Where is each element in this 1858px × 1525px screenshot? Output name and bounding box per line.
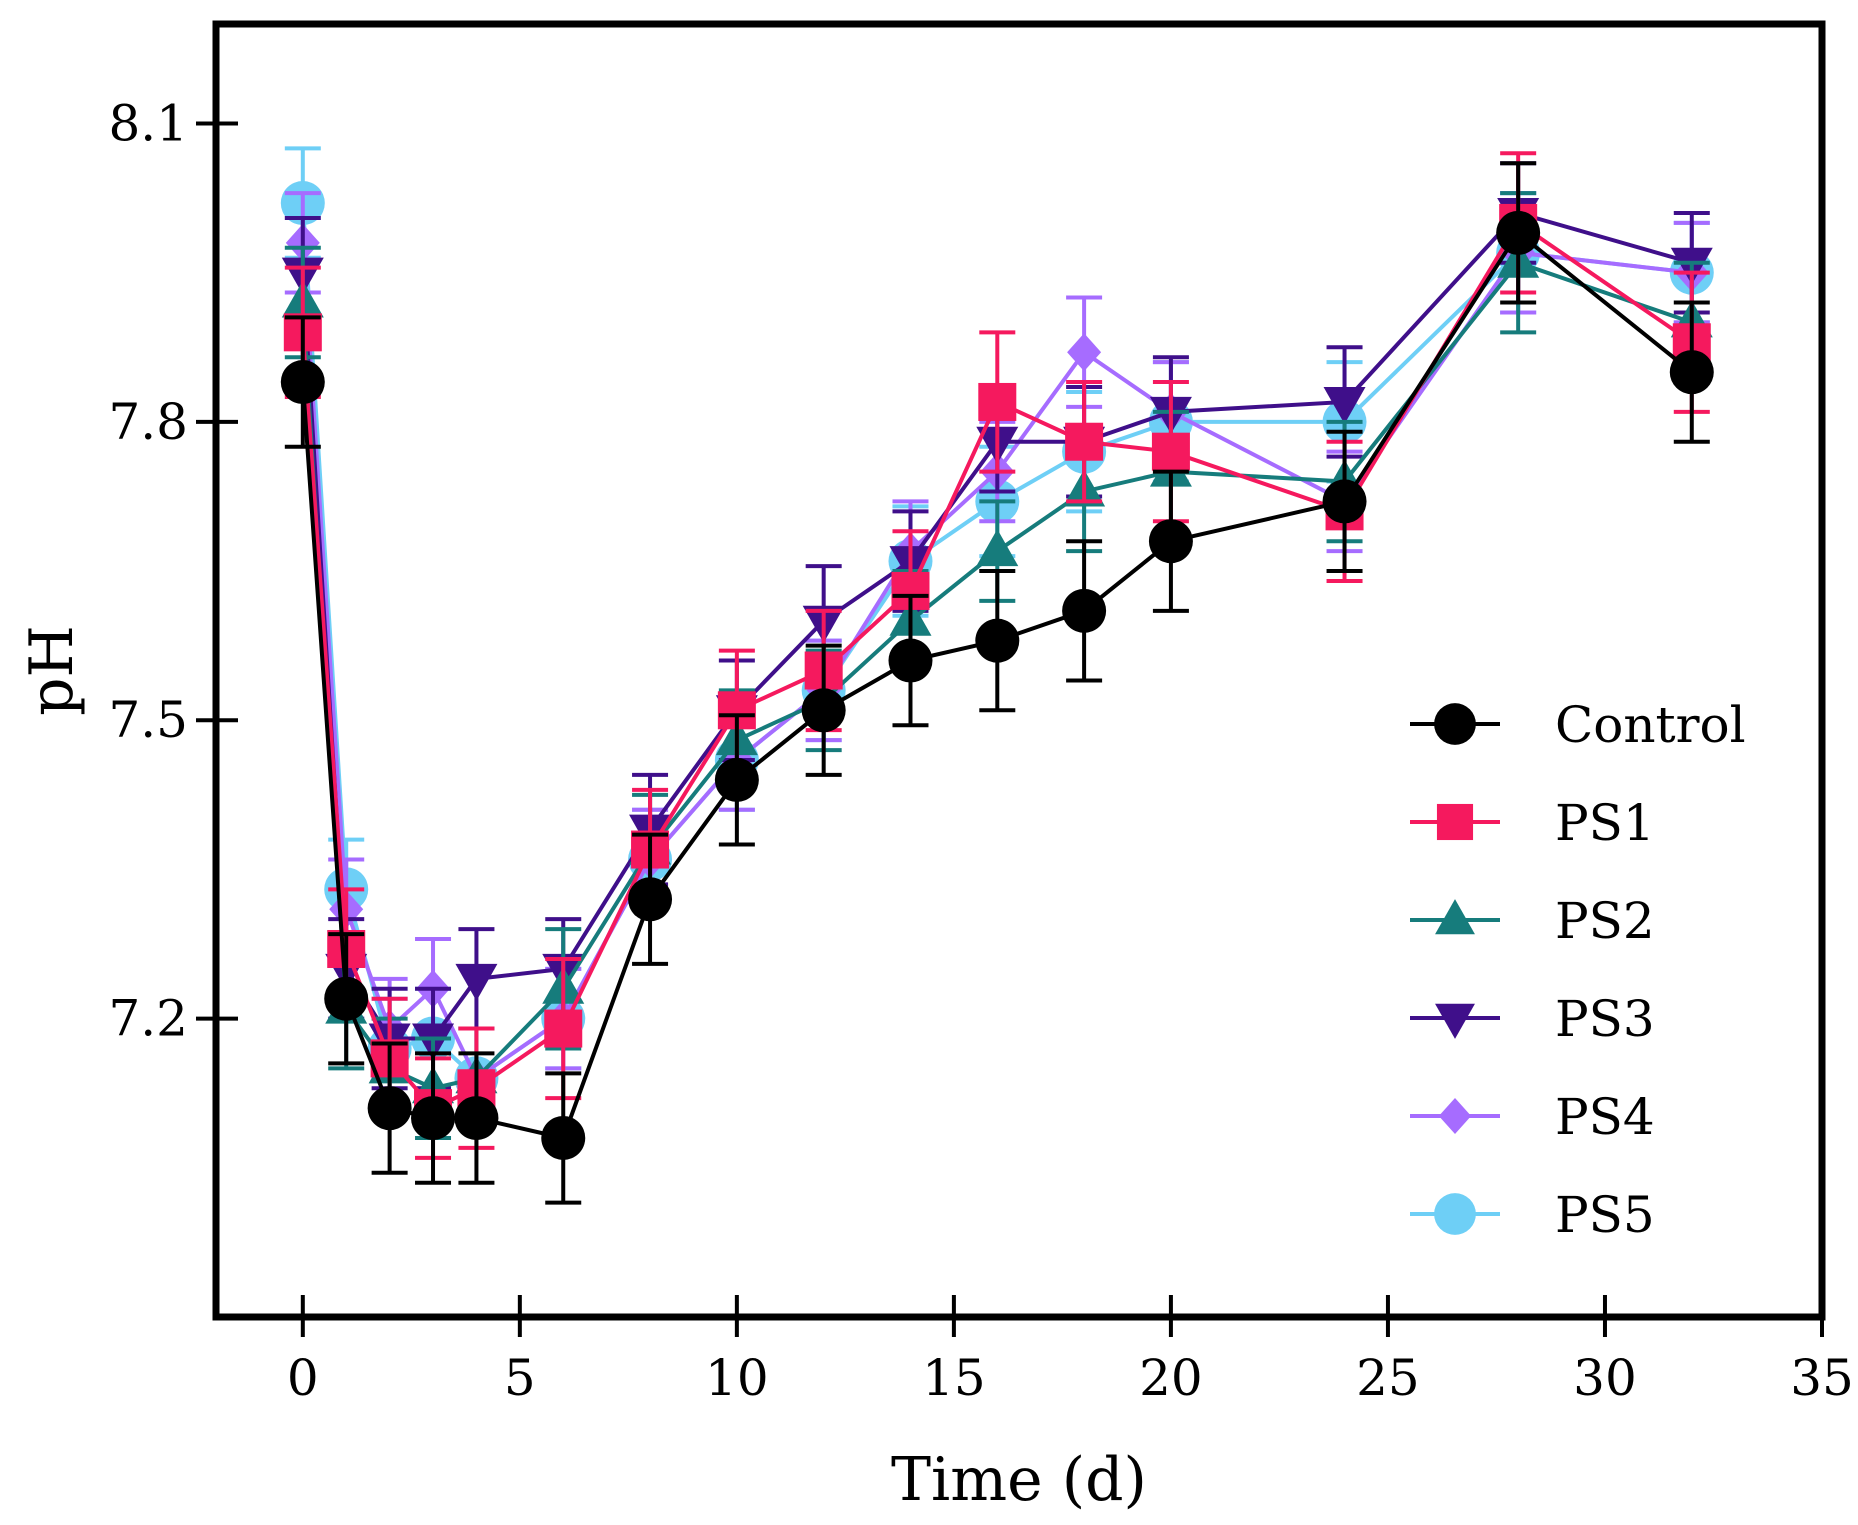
data-point-control bbox=[411, 1096, 456, 1141]
data-point-ps3 bbox=[1323, 386, 1366, 424]
legend-marker-ps2 bbox=[1435, 899, 1475, 935]
x-tick-label: 0 bbox=[287, 1349, 319, 1407]
legend-item-ps4: PS4 bbox=[1410, 1088, 1655, 1146]
plot-frame bbox=[212, 20, 1826, 1321]
y-tick-label: 7.5 bbox=[108, 691, 188, 749]
x-tick-label: 5 bbox=[504, 1349, 536, 1407]
data-point-ps1 bbox=[1065, 422, 1104, 461]
series-line-ps1 bbox=[300, 220, 1693, 1111]
legend-marker-ps4 bbox=[1438, 1097, 1472, 1135]
data-point-control bbox=[454, 1096, 499, 1141]
legend-label-ps4: PS4 bbox=[1555, 1088, 1655, 1146]
plot-area bbox=[280, 146, 1714, 1205]
data-point-control bbox=[714, 757, 759, 802]
legend: Control PS1 PS2 PS3 PS4 PS5 bbox=[1410, 696, 1746, 1244]
data-point-ps3 bbox=[455, 963, 498, 1001]
data-point-ps1 bbox=[1151, 432, 1190, 471]
legend-item-ps1: PS1 bbox=[1410, 794, 1655, 852]
legend-marker-ps3 bbox=[1435, 1003, 1475, 1039]
data-point-control bbox=[801, 688, 846, 733]
data-point-control bbox=[628, 877, 673, 922]
series-line-ps3 bbox=[300, 210, 1693, 1041]
y-tick-label: 7.8 bbox=[108, 393, 188, 451]
axes: 0 5 10 15 20 25 30 35 7.2 7.5 7.8 8.1 bbox=[108, 20, 1854, 1407]
data-point-control bbox=[1322, 479, 1367, 524]
x-tick-label: 25 bbox=[1356, 1349, 1420, 1407]
legend-item-ps5: PS5 bbox=[1410, 1186, 1655, 1244]
data-point-ps1 bbox=[544, 1009, 583, 1048]
data-point-control bbox=[1062, 588, 1107, 633]
data-point-control bbox=[280, 360, 325, 405]
series-control bbox=[280, 161, 1714, 1205]
data-point-control bbox=[1496, 210, 1541, 255]
series-line-ps2 bbox=[300, 260, 1693, 1091]
legend-item-ps2: PS2 bbox=[1410, 892, 1655, 950]
data-point-control bbox=[888, 638, 933, 683]
series-line-ps4 bbox=[300, 242, 1693, 1082]
legend-item-ps3: PS3 bbox=[1410, 990, 1655, 1048]
x-tick-label: 15 bbox=[922, 1349, 986, 1407]
x-axis-title: Time (d) bbox=[891, 1445, 1147, 1515]
data-point-control bbox=[367, 1086, 412, 1131]
x-tick-label: 35 bbox=[1790, 1349, 1854, 1407]
data-point-control bbox=[1148, 519, 1193, 564]
y-tick-label: 7.2 bbox=[108, 990, 188, 1048]
data-point-control bbox=[324, 976, 369, 1021]
legend-label-ps2: PS2 bbox=[1555, 892, 1655, 950]
x-tick-label: 20 bbox=[1139, 1349, 1203, 1407]
legend-label-ps1: PS1 bbox=[1555, 794, 1655, 852]
series-line-control bbox=[300, 229, 1694, 1141]
data-point-ps1 bbox=[978, 382, 1017, 421]
x-tick-label: 10 bbox=[705, 1349, 769, 1407]
y-axis-title: pH bbox=[17, 625, 87, 716]
data-point-ps2 bbox=[976, 529, 1019, 567]
y-tick-label: 8.1 bbox=[108, 94, 188, 152]
data-point-control bbox=[975, 618, 1020, 663]
data-point-control bbox=[541, 1115, 586, 1160]
legend-item-control: Control bbox=[1410, 696, 1746, 754]
legend-marker-ps5 bbox=[1434, 1193, 1476, 1235]
legend-label-ps3: PS3 bbox=[1555, 990, 1655, 1048]
legend-label-ps5: PS5 bbox=[1555, 1186, 1655, 1244]
data-point-ps4 bbox=[1067, 333, 1102, 372]
legend-label-control: Control bbox=[1555, 696, 1746, 754]
x-tick-label: 30 bbox=[1573, 1349, 1637, 1407]
data-point-control bbox=[1669, 350, 1714, 395]
legend-marker-ps1 bbox=[1436, 803, 1474, 841]
legend-marker-control bbox=[1434, 703, 1476, 745]
